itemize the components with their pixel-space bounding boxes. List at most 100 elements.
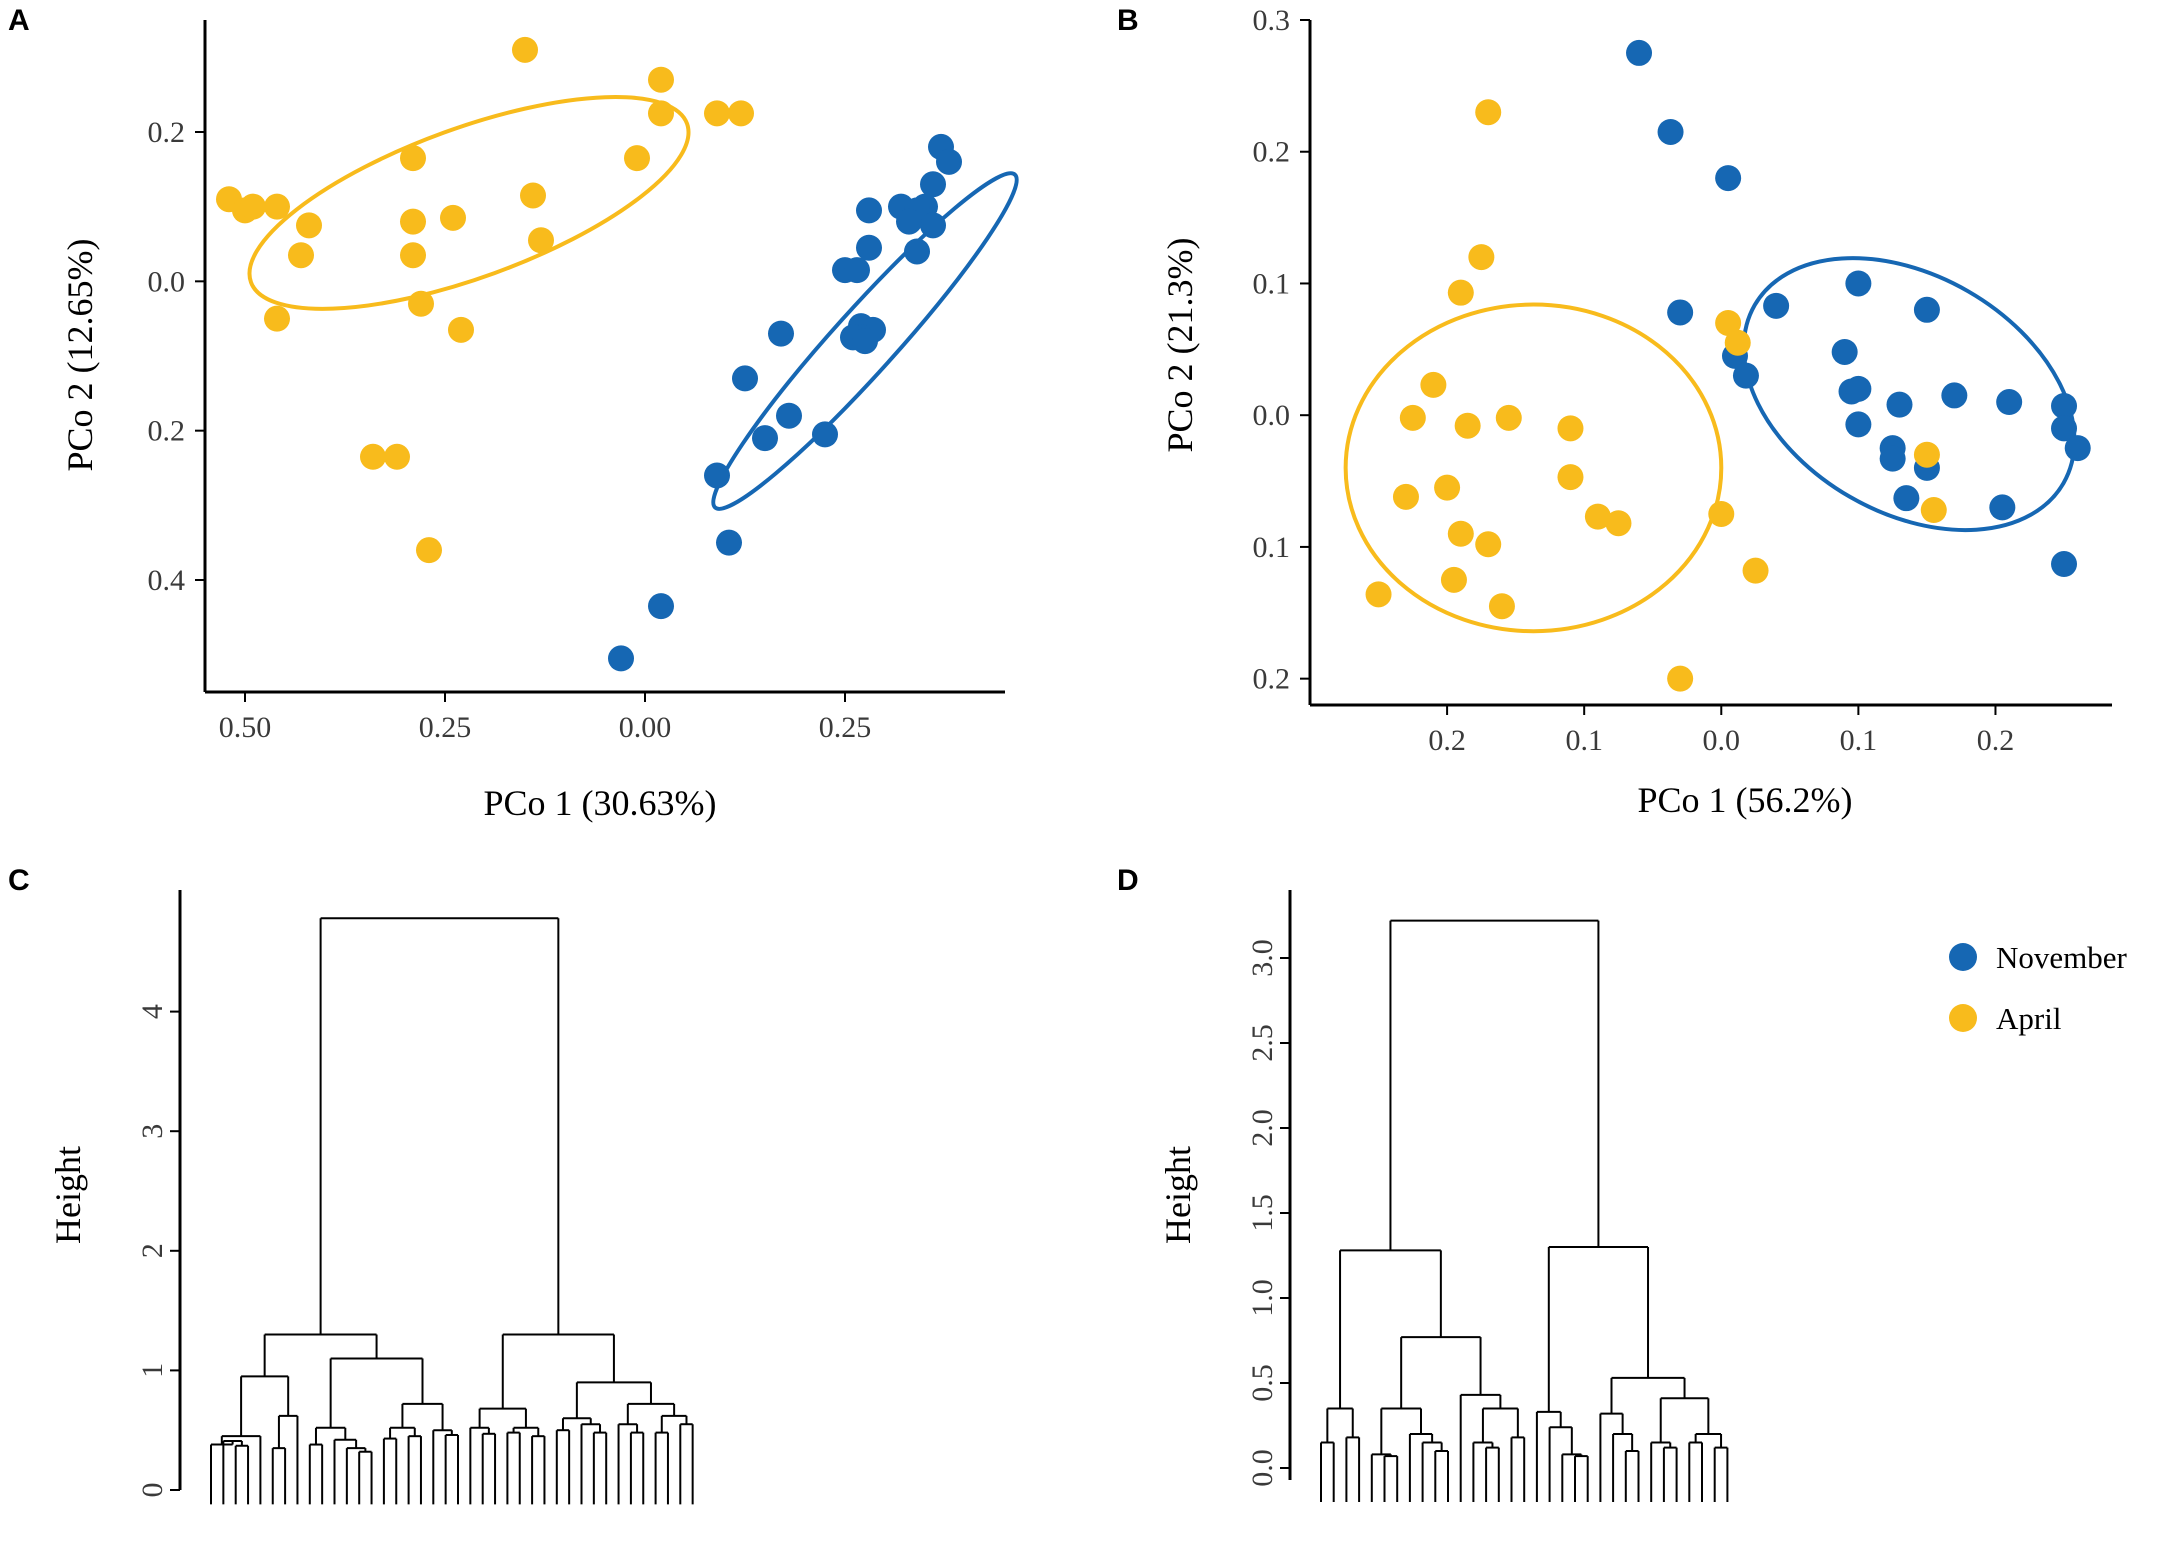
y-tick-label: 2 [136, 1243, 169, 1258]
point-april [1488, 593, 1515, 620]
point-november [844, 257, 870, 284]
point-april [1420, 371, 1447, 398]
x-tick-label: 0.00 [619, 711, 672, 744]
point-april [1724, 329, 1751, 356]
point-april [264, 305, 290, 332]
point-november [1989, 494, 2016, 521]
point-november [1732, 362, 1759, 389]
point-november [1845, 375, 1872, 402]
point-november [1667, 299, 1694, 326]
point-april [1399, 404, 1426, 431]
point-april [1557, 464, 1584, 491]
point-april [704, 100, 730, 127]
point-april [296, 212, 322, 239]
point-april [1920, 497, 1947, 524]
point-november [776, 402, 802, 429]
x-tick-label: 0.25 [419, 711, 472, 744]
x-tick-label: 0.50 [219, 711, 272, 744]
point-november [1941, 382, 1968, 409]
point-november [1626, 39, 1653, 66]
point-november [1845, 270, 1872, 297]
point-november [2064, 435, 2091, 462]
y-tick-label: 0.4 [148, 564, 186, 597]
confidence-ellipse-november [1741, 256, 2077, 533]
point-april [1913, 441, 1940, 468]
point-april [1454, 412, 1481, 439]
point-april [1715, 309, 1742, 336]
y-tick-label: 0.0 [1253, 399, 1291, 432]
panel-d: D 0.0 0.5 1.0 1.5 2.0 2.5 3.0 Height November … [1117, 864, 2128, 1502]
point-november [904, 238, 930, 265]
x-tick-label: 0.2 [1428, 724, 1466, 757]
x-tick-label: 0.1 [1840, 724, 1878, 757]
legend-label-november: November [1996, 940, 2128, 975]
point-april [1440, 566, 1467, 593]
y-tick-label: 3 [136, 1124, 169, 1139]
y-tick-label: 0.2 [148, 116, 186, 149]
point-april [400, 242, 426, 269]
point-november [1831, 338, 1858, 365]
point-april [440, 204, 466, 231]
y-tick-label: 1 [136, 1363, 169, 1378]
panel-a-letter: A [8, 4, 30, 37]
panel-c: C 0 1 2 3 4 Height [8, 864, 694, 1505]
point-november [608, 645, 634, 672]
panel-b: B 0.2 0.1 0.0 0.1 0.2 0.3 0.2 0.1 0.0 0.1 0.2 PCo … [1117, 4, 2112, 820]
point-november [920, 212, 946, 239]
point-april [648, 66, 674, 93]
point-april [1495, 404, 1522, 431]
point-april [1475, 99, 1502, 126]
x-tick-label: 0.2 [1977, 724, 2015, 757]
point-april [624, 145, 650, 172]
point-november [732, 365, 758, 392]
point-april [1447, 520, 1474, 547]
point-april [1742, 557, 1769, 584]
point-april [1468, 244, 1495, 271]
point-november [2051, 392, 2078, 419]
y-tick-label: 0.3 [1253, 4, 1291, 37]
panel-b-ellipses [1343, 256, 2077, 634]
point-april [1447, 279, 1474, 306]
point-april [264, 193, 290, 220]
confidence-ellipse-november [711, 171, 1019, 511]
y-tick-label: 0.2 [1253, 663, 1291, 696]
panel-c-ticks: 0 1 2 3 4 [136, 1004, 180, 1498]
point-april [288, 242, 314, 269]
panel-b-x-title: PCo 1 (56.2%) [1638, 780, 1853, 820]
point-november [920, 171, 946, 198]
point-november [2051, 551, 2078, 578]
point-april [728, 100, 754, 127]
point-november [1763, 292, 1790, 319]
legend-marker-april [1949, 1004, 1977, 1032]
point-november [1715, 165, 1742, 192]
panel-d-y-title: Height [1158, 1146, 1198, 1244]
y-tick-label: 1.0 [1246, 1279, 1279, 1317]
point-april [1667, 665, 1694, 692]
y-tick-label: 0 [136, 1483, 169, 1498]
panel-c-y-title: Height [48, 1146, 88, 1244]
point-april [1475, 531, 1502, 558]
point-april [1605, 510, 1632, 537]
confidence-ellipse-april [1343, 302, 1724, 634]
y-tick-label: 2.0 [1246, 1109, 1279, 1147]
point-april [648, 100, 674, 127]
point-november [896, 208, 922, 235]
panel-b-points [1365, 39, 2091, 692]
y-tick-label: 2.5 [1246, 1024, 1279, 1062]
point-april [1434, 474, 1461, 501]
legend-label-april: April [1996, 1001, 2061, 1036]
y-tick-label: 3.0 [1246, 939, 1279, 977]
point-april [400, 208, 426, 235]
point-november [704, 462, 730, 489]
panel-d-letter: D [1117, 864, 1139, 897]
point-april [448, 316, 474, 343]
point-november [852, 328, 878, 355]
panel-a-y-title: PCo 2 (12.65%) [60, 239, 100, 472]
point-april [360, 443, 386, 470]
y-tick-label: 0.0 [148, 265, 186, 298]
point-november [1913, 296, 1940, 323]
point-november [752, 425, 778, 452]
point-april [512, 36, 538, 63]
panel-b-letter: B [1117, 4, 1139, 37]
panel-b-y-title: PCo 2 (21.3%) [1160, 238, 1200, 453]
